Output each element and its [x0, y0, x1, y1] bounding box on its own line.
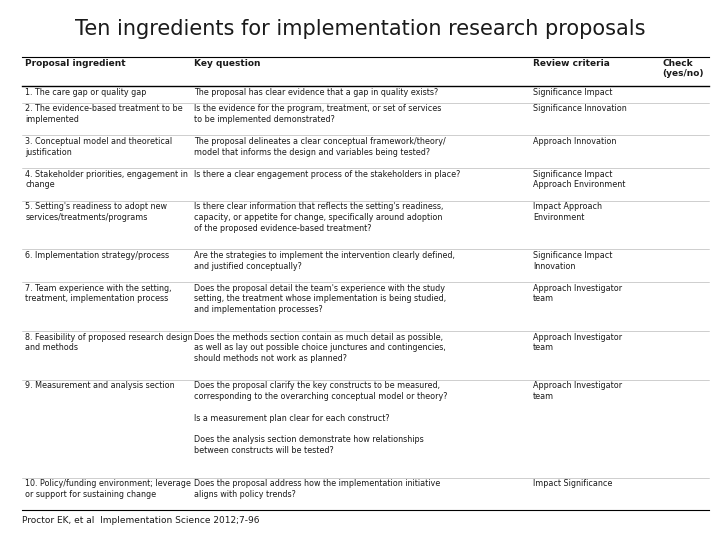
Text: Approach Innovation: Approach Innovation: [533, 137, 616, 146]
Text: Are the strategies to implement the intervention clearly defined,
and justified : Are the strategies to implement the inte…: [194, 251, 455, 271]
Text: Is there a clear engagement process of the stakeholders in place?: Is there a clear engagement process of t…: [194, 170, 461, 179]
Text: Does the proposal detail the team's experience with the study
setting, the treat: Does the proposal detail the team's expe…: [194, 284, 446, 314]
Text: Significance Impact
Innovation: Significance Impact Innovation: [533, 251, 612, 271]
Text: 6. Implementation strategy/process: 6. Implementation strategy/process: [25, 251, 169, 260]
Text: Does the methods section contain as much detail as possible,
as well as lay out : Does the methods section contain as much…: [194, 333, 446, 363]
Text: Impact Significance: Impact Significance: [533, 480, 612, 488]
Text: 1. The care gap or quality gap: 1. The care gap or quality gap: [25, 88, 147, 97]
Text: Proctor EK, et al  Implementation Science 2012;7-96: Proctor EK, et al Implementation Science…: [22, 516, 259, 525]
Text: 8. Feasibility of proposed research design
and methods: 8. Feasibility of proposed research desi…: [25, 333, 193, 352]
Text: Is there clear information that reflects the setting's readiness,
capacity, or a: Is there clear information that reflects…: [194, 202, 444, 233]
Text: Significance Innovation: Significance Innovation: [533, 104, 626, 113]
Text: 3. Conceptual model and theoretical
justification: 3. Conceptual model and theoretical just…: [25, 137, 172, 157]
Text: 4. Stakeholder priorities, engagement in
change: 4. Stakeholder priorities, engagement in…: [25, 170, 188, 190]
Text: 9. Measurement and analysis section: 9. Measurement and analysis section: [25, 381, 175, 390]
Text: The proposal has clear evidence that a gap in quality exists?: The proposal has clear evidence that a g…: [194, 88, 438, 97]
Text: Check
(yes/no): Check (yes/no): [662, 59, 704, 78]
Text: Proposal ingredient: Proposal ingredient: [25, 59, 126, 68]
Text: Review criteria: Review criteria: [533, 59, 610, 68]
Text: Does the proposal clarify the key constructs to be measured,
corresponding to th: Does the proposal clarify the key constr…: [194, 381, 448, 455]
Text: Ten ingredients for implementation research proposals: Ten ingredients for implementation resea…: [75, 19, 645, 39]
Text: Is the evidence for the program, treatment, or set of services
to be implemented: Is the evidence for the program, treatme…: [194, 104, 442, 124]
Text: 10. Policy/funding environment; leverage
or support for sustaining change: 10. Policy/funding environment; leverage…: [25, 480, 191, 499]
Text: Approach Investigator
team: Approach Investigator team: [533, 333, 622, 352]
Text: Impact Approach
Environment: Impact Approach Environment: [533, 202, 602, 222]
Text: 2. The evidence-based treatment to be
implemented: 2. The evidence-based treatment to be im…: [25, 104, 183, 124]
Text: 5. Setting's readiness to adopt new
services/treatments/programs: 5. Setting's readiness to adopt new serv…: [25, 202, 167, 222]
Text: The proposal delineates a clear conceptual framework/theory/
model that informs : The proposal delineates a clear conceptu…: [194, 137, 446, 157]
Text: Approach Investigator
team: Approach Investigator team: [533, 381, 622, 401]
Text: Significance Impact
Approach Environment: Significance Impact Approach Environment: [533, 170, 625, 190]
Text: Significance Impact: Significance Impact: [533, 88, 612, 97]
Text: Does the proposal address how the implementation initiative
aligns with policy t: Does the proposal address how the implem…: [194, 480, 441, 499]
Text: Approach Investigator
team: Approach Investigator team: [533, 284, 622, 303]
Text: Key question: Key question: [194, 59, 261, 68]
Text: 7. Team experience with the setting,
treatment, implementation process: 7. Team experience with the setting, tre…: [25, 284, 171, 303]
